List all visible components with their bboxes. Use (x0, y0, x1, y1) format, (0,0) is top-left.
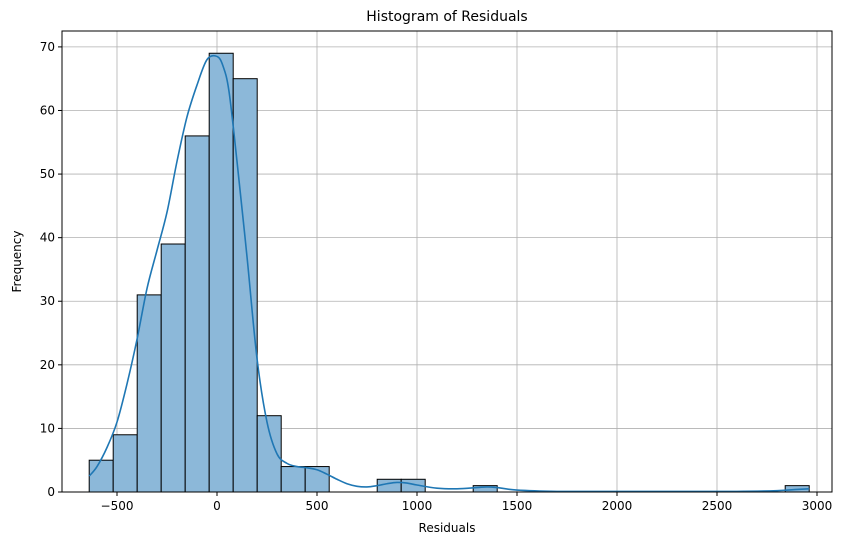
chart-title: Histogram of Residuals (366, 9, 527, 25)
y-axis-title: Frequency (10, 231, 24, 293)
y-tick-label: 0 (47, 485, 55, 499)
x-tick-label: 500 (306, 499, 329, 513)
x-tick-label: 1500 (502, 499, 533, 513)
y-tick-label: 10 (40, 421, 55, 435)
y-tick-label: 60 (40, 103, 55, 117)
kde-curve (88, 54, 810, 493)
y-tick-label: 70 (40, 40, 55, 54)
y-tick-label: 40 (40, 231, 55, 245)
x-tick-label: 2000 (602, 499, 633, 513)
histogram-bar (136, 294, 162, 493)
histogram-bar (112, 434, 138, 493)
x-tick-label: −500 (101, 499, 134, 513)
x-tick-label: 1000 (402, 499, 433, 513)
histogram-bars (88, 52, 810, 493)
histogram-bar (280, 466, 306, 493)
y-tick-label: 50 (40, 167, 55, 181)
x-tick-label: 0 (213, 499, 221, 513)
histogram-bar (232, 78, 258, 493)
histogram-bar (160, 243, 186, 493)
histogram-bar (88, 459, 114, 493)
y-axis-ticks: 0 10 20 30 40 50 60 70 (40, 40, 62, 499)
histogram-bar (208, 52, 234, 493)
kde-curve-layer (88, 54, 810, 493)
plot-frame (61, 30, 833, 493)
x-tick-label: 3000 (802, 499, 833, 513)
x-tick-label: 2500 (702, 499, 733, 513)
y-tick-label: 20 (40, 358, 55, 372)
x-axis-ticks: −500 0 500 1000 1500 2000 2500 3000 (101, 492, 833, 513)
histogram-bar (184, 135, 210, 493)
y-tick-label: 30 (40, 294, 55, 308)
x-axis-title: Residuals (419, 521, 476, 535)
